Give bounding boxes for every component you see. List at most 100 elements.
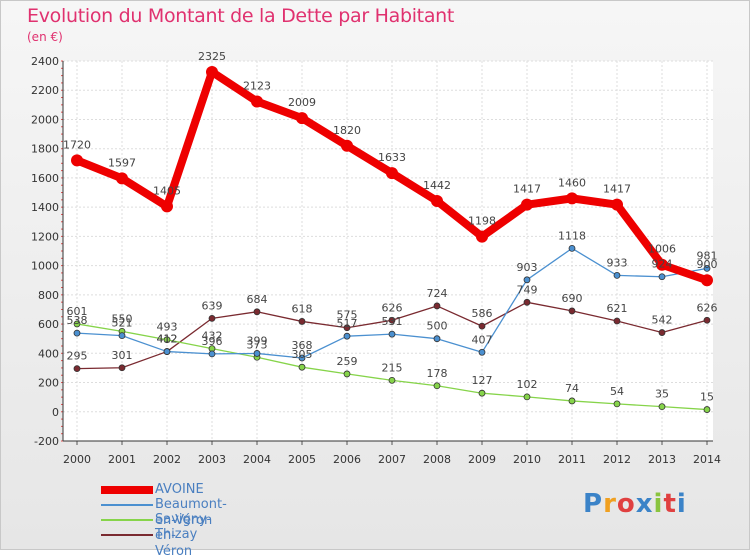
data-label: 368 <box>292 339 313 352</box>
y-tick-label: -200 <box>34 435 59 448</box>
data-label: 903 <box>517 261 538 274</box>
y-tick-label: 1800 <box>31 143 59 156</box>
legend-label: Beaumont-en-Véron <box>155 497 227 528</box>
data-label: 432 <box>202 330 223 343</box>
x-tick-label: 2011 <box>558 453 586 466</box>
data-labels: 1720 1597 1405 2325 2123 2009 1820 1633 1442 1198… <box>63 50 718 404</box>
data-label: 1820 <box>333 124 361 137</box>
data-point <box>478 389 486 397</box>
data-point <box>703 264 711 272</box>
y-tick-label: 2400 <box>31 55 59 68</box>
data-label: 924 <box>652 258 673 271</box>
data-label: 575 <box>337 309 358 322</box>
data-point <box>568 307 576 315</box>
y-tick-label: 0 <box>52 406 59 419</box>
data-label: 639 <box>202 299 223 312</box>
data-label: 601 <box>67 305 88 318</box>
data-point <box>386 167 398 180</box>
data-point <box>253 308 261 316</box>
data-point <box>433 335 441 343</box>
y-tick-label: 600 <box>38 318 59 331</box>
data-point <box>73 329 81 337</box>
data-label: 690 <box>562 292 583 305</box>
data-point <box>701 274 713 287</box>
logo-letter: P <box>583 489 604 519</box>
data-point <box>163 336 171 344</box>
proxiti-logo: Proxiti <box>583 489 687 519</box>
data-point <box>568 397 576 405</box>
data-point <box>71 154 83 167</box>
data-label: 215 <box>382 361 403 374</box>
data-point <box>656 258 668 271</box>
y-tick-label: 2200 <box>31 84 59 97</box>
data-point <box>341 139 353 152</box>
data-point <box>478 322 486 330</box>
data-label: 550 <box>112 312 133 325</box>
data-label: 305 <box>292 348 313 361</box>
data-label: 2325 <box>198 50 226 63</box>
data-point <box>611 198 623 211</box>
data-label: 35 <box>655 388 669 401</box>
data-label: 1460 <box>558 176 586 189</box>
x-tick-label: 2002 <box>153 453 181 466</box>
data-point <box>658 329 666 336</box>
data-label: 900 <box>697 258 718 271</box>
y-tick-label: 1200 <box>31 230 59 243</box>
data-point <box>431 195 443 208</box>
x-tick-label: 2003 <box>198 453 226 466</box>
legend-swatch <box>101 519 153 521</box>
x-tick-label: 2009 <box>468 453 496 466</box>
x-tick-label: 2013 <box>648 453 676 466</box>
x-tick-label: 2001 <box>108 453 136 466</box>
x-tick-label: 2005 <box>288 453 316 466</box>
data-label: 399 <box>247 334 268 347</box>
data-point <box>523 298 531 306</box>
legend-label: AVOINE <box>155 482 204 497</box>
x-tick-label: 2006 <box>333 453 361 466</box>
data-label: 626 <box>382 301 403 314</box>
data-label: 1417 <box>603 183 631 196</box>
plot-area <box>63 61 713 441</box>
data-label: 538 <box>67 314 88 327</box>
data-point <box>343 370 351 378</box>
data-point <box>476 230 488 243</box>
data-label: 493 <box>157 321 178 334</box>
y-tick-label: 2000 <box>31 113 59 126</box>
data-label: 517 <box>337 317 358 330</box>
data-label: 1633 <box>378 151 406 164</box>
data-point <box>523 276 531 284</box>
data-point <box>658 273 666 281</box>
data-label: 1006 <box>648 243 676 256</box>
data-point <box>298 363 306 371</box>
logo-letter: o <box>616 489 636 519</box>
data-label: 1597 <box>108 156 136 169</box>
data-label: 531 <box>382 315 403 328</box>
data-point <box>73 365 81 373</box>
data-label: 407 <box>472 333 493 346</box>
logo-letter: x <box>635 489 654 519</box>
data-label: 1442 <box>423 179 451 192</box>
y-tick-label: 800 <box>38 289 59 302</box>
data-label: 2009 <box>288 96 316 109</box>
data-label: 1405 <box>153 184 181 197</box>
data-label: 178 <box>427 367 448 380</box>
data-point <box>163 348 171 355</box>
data-point <box>118 364 126 372</box>
chart-title: Evolution du Montant de la Dette par Hab… <box>27 5 455 27</box>
data-point <box>343 332 351 340</box>
legend-swatch <box>101 534 153 536</box>
legend-label: Thizay <box>155 527 198 542</box>
data-label: 684 <box>247 293 268 306</box>
data-point <box>73 320 81 328</box>
x-tick-label: 2000 <box>63 453 91 466</box>
data-label: 127 <box>472 374 493 387</box>
data-point <box>208 350 216 358</box>
data-label: 981 <box>697 249 718 262</box>
data-point <box>613 272 621 279</box>
data-point <box>116 172 128 185</box>
data-point <box>343 324 351 332</box>
data-point <box>206 65 218 78</box>
data-point <box>253 350 261 357</box>
data-label: 1720 <box>63 138 91 151</box>
